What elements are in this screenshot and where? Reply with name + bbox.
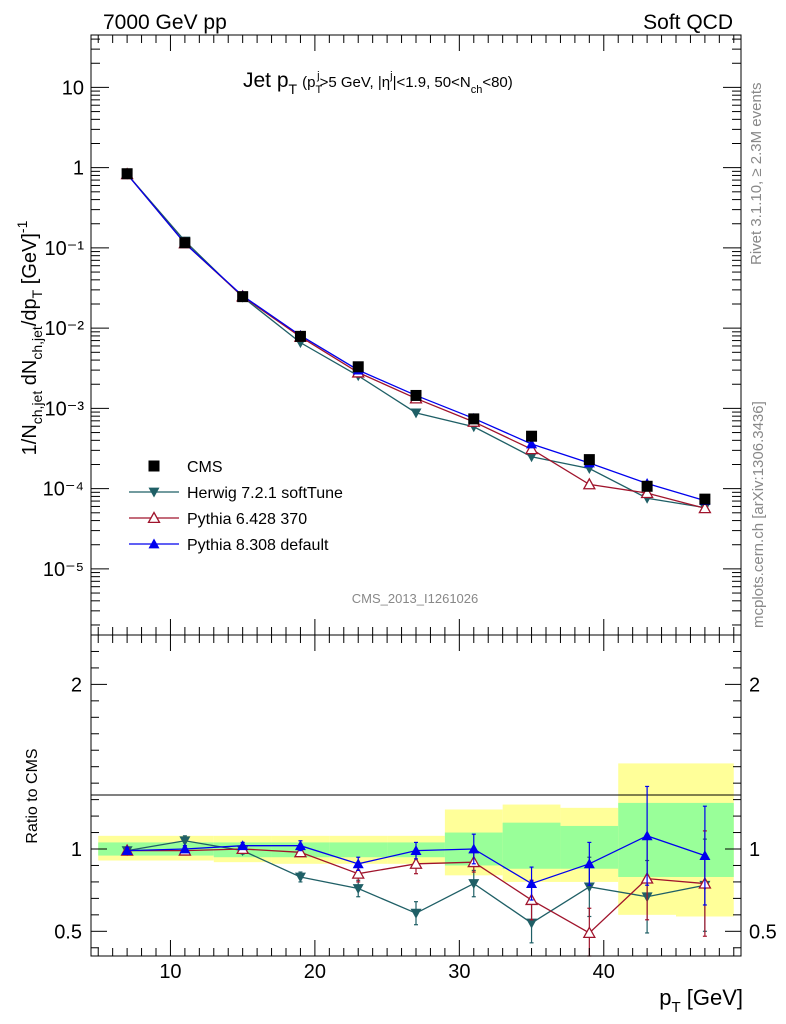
energy-label: 7000 GeV pp [103,11,227,34]
legend-label: Pythia 8.308 default [187,537,329,554]
rivet-label: Rivet 3.1.10, ≥ 2.3M events [748,83,765,266]
ratio-point [293,845,308,858]
title-cut-rest2-sub: ch [471,84,483,96]
ratio-point [409,856,423,869]
ratio-point [583,858,595,869]
main-ticks: 10 1 10⁻¹ 10⁻² 10⁻³ 10⁻⁴ 10⁻⁵ [43,35,741,635]
ratio-point [582,926,596,939]
data-point [524,442,539,455]
data-point [583,454,595,466]
data-point [410,389,422,401]
y-tick-label: 10⁻⁵ [43,559,84,581]
ratio-series-2 [121,785,711,906]
ratio-point [468,843,480,854]
ratio-y-tick-label: 0.5 [54,921,82,943]
ratio-series [120,785,712,957]
data-point [179,237,191,249]
legend-marker [148,460,160,472]
ratio-point [526,878,538,888]
title-main-sub: T [289,81,298,97]
main-ylabel: 1/Nch,jet dNch,jet/dpT [GeV]-1 [14,220,45,455]
data-point [410,408,422,419]
y-tick-label: 10⁻³ [45,398,85,420]
ratio-xlabel: pT [GeV] [659,985,743,1016]
analysis-id: CMS_2013_I1261026 [352,591,479,606]
data-point [352,361,364,373]
data-point [526,438,538,449]
ratio-y-tick-label: 2 [749,674,760,696]
ratio-point [526,918,538,929]
x-tick-label: 30 [448,961,470,983]
x-tick-label: 40 [593,961,615,983]
data-point [526,430,538,442]
data-point [699,493,711,505]
data-point [640,486,654,499]
y-tick-label: 10 [62,77,84,99]
legend: CMS Herwig 7.2.1 softTune Pythia 6.428 370… [129,459,343,554]
data-point [237,291,249,303]
ratio-point [352,884,364,895]
ratio-point [583,882,595,893]
data-point [582,477,596,490]
title-cut: (p [302,74,315,91]
title-cut-rest2: |<1.9, 50<N [393,74,471,91]
ratio-point [699,850,711,860]
y-tick-label: 10⁻¹ [45,238,85,260]
main-series [120,167,712,514]
main-series-0 [121,168,711,505]
main-series-3 [121,168,711,505]
ratio-point [352,858,364,869]
ratio-point [179,836,191,847]
ratio-point [237,840,249,851]
title-cut-sup: j [316,70,319,82]
y-tick-label: 10⁻⁴ [43,479,84,501]
data-point [526,452,538,463]
y-tick-label: 1 [73,158,84,180]
x-tick-label: 10 [159,961,181,983]
title-cut-rest1: >5 GeV, |η [320,74,390,91]
ratio-point [641,830,653,841]
title-main: Jet p [243,69,289,92]
data-point [468,413,480,425]
legend-marker [148,538,160,549]
legend-marker [147,511,161,524]
series-line [126,173,705,509]
ratio-ylabel: Ratio to CMS [24,748,41,843]
mcplots-label: mcplots.cern.ch [arXiv:1306.3436] [750,401,767,628]
ratio-y-tick-label: 1 [749,839,760,861]
ratio-point [351,866,365,879]
series-line [126,173,706,502]
x-tick-label: 20 [304,961,326,983]
legend-label: Pythia 6.428 370 [187,511,307,528]
y-tick-label: 10⁻² [45,318,85,340]
ratio-ticks: 2 2 1 1 0.5 0.5 10 20 30 40 [54,635,777,983]
title-cut-rest1-sup: j [389,70,392,82]
ratio-point [410,845,422,856]
legend-marker [148,487,160,498]
title-cut-rest3: <80) [482,74,512,91]
ratio-point [294,840,306,851]
ratio-y-tick-label: 0.5 [749,921,777,943]
ratio-point [294,872,306,883]
data-point [294,330,306,342]
ratio-point [410,908,422,919]
category-label: Soft QCD [643,11,733,34]
band-green [502,822,561,869]
ratio-point [468,879,480,890]
title-cut-sub: T [315,84,322,96]
data-point [121,168,133,180]
plot-title: Jet pT (pTj>5 GeV, |ηj|<1.9, 50<Nch<80) [243,69,513,97]
legend-label: Herwig 7.2.1 softTune [187,485,343,502]
ratio-y-tick-label: 2 [71,674,82,696]
legend-label: CMS [187,459,223,476]
data-point [698,501,712,514]
ratio-y-tick-label: 1 [71,839,82,861]
ratio-point [179,843,191,854]
ratio-point [121,845,133,856]
data-point [641,480,653,492]
band-green [329,842,388,858]
ratio-panel: 2 2 1 1 0.5 0.5 10 20 30 40 Ratio to CMS pT [GeV] [24,634,777,1016]
